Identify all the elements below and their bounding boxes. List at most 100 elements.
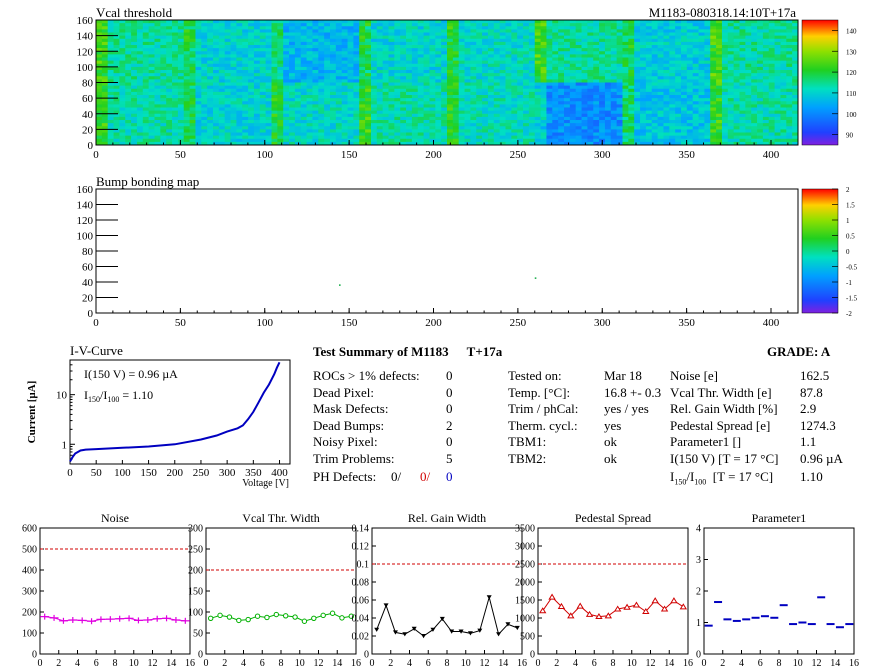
heatmap-cell [101,35,109,40]
heatmap-cell [242,88,249,93]
heatmap-cell [289,141,296,146]
heatmap-cell [324,51,331,55]
heatmap-cell [581,135,588,140]
heatmap-cell [324,63,331,68]
heatmap-cell [762,38,770,43]
heatmap-cell [429,95,436,99]
heatmap-cell [774,126,781,130]
heatmap-cell [757,73,764,77]
heatmap-cell [493,123,501,127]
heatmap-cell [101,60,109,65]
heatmap-cell [564,132,571,137]
heatmap-cell [587,26,594,30]
heatmap-cell [458,101,465,105]
heatmap-cell [692,98,699,102]
heatmap-cell [107,82,114,87]
heatmap-cell [166,54,173,58]
heatmap-cell [253,138,261,143]
heatmap-cell [388,70,395,74]
heatmap-cell [382,110,389,115]
heatmap-cell [341,129,348,133]
heatmap-cell [645,123,653,127]
heatmap-cell [136,54,144,58]
heatmap-cell [698,98,705,102]
heatmap-cell [581,45,588,49]
heatmap-cell [780,88,787,93]
heatmap-cell [762,110,770,115]
heatmap-cell [464,41,471,46]
heatmap-cell [458,135,465,140]
heatmap-cell [213,79,220,83]
heatmap-cell [382,123,389,127]
heatmap-cell [312,98,319,102]
heatmap-cell [388,51,395,55]
heatmap-cell [411,138,419,143]
heatmap-cell [347,60,354,65]
heatmap-cell [534,116,541,121]
heatmap-cell [224,135,231,140]
heatmap-cell [628,101,635,105]
heatmap-cell [330,35,337,40]
heatmap-cell [131,107,138,112]
heatmap-cell [113,54,120,58]
bump-bonding-map: Bump bonding map 0 50 100 150 200 250 300 350 40… [77,174,858,329]
heatmap-cell [768,76,775,80]
heatmap-cell [721,73,729,77]
heatmap-cell [792,45,799,49]
heatmap-cell [312,126,319,130]
heatmap-cell [218,48,226,52]
heatmap-cell [394,82,401,87]
heatmap-cell [762,29,770,33]
heatmap-cell [751,79,758,83]
heatmap-cell [435,123,442,127]
heatmap-cell [283,107,290,112]
heatmap-cell [482,45,489,49]
heatmap-cell [681,63,688,68]
heatmap-cell [610,104,618,108]
heatmap-cell [464,23,471,27]
heatmap-cell [727,132,735,137]
heatmap-cell [447,113,454,118]
heatmap-cell [335,73,343,77]
heatmap-cell [499,54,506,58]
heatmap-cell [762,91,770,96]
heatmap-cell [768,88,775,93]
heatmap-cell [113,73,120,77]
heatmap-cell [125,113,132,118]
heatmap-cell [201,107,208,112]
heatmap-cell [757,60,764,65]
heatmap-cell [224,54,231,58]
heatmap-cell [107,66,114,71]
heatmap-cell [447,29,454,33]
heatmap-cell [768,73,775,77]
heatmap-cell [224,38,231,43]
heatmap-cell [564,66,571,71]
heatmap-cell [195,113,202,118]
heatmap-cell [119,51,126,55]
heatmap-cell [575,57,582,62]
heatmap-cell [154,113,161,118]
heatmap-cell [277,26,284,30]
heatmap-cell [739,88,746,93]
heatmap-cell [370,110,378,115]
y-tick-label: 40 [82,277,94,289]
heatmap-cell [242,48,249,52]
heatmap-cell [739,123,746,127]
heatmap-cell [224,132,231,137]
heatmap-cell [242,76,249,80]
heatmap-cell [593,57,600,62]
heatmap-cell [546,45,553,49]
heatmap-cell [359,110,366,115]
heatmap-cell [745,76,752,80]
heatmap-cell [692,20,699,24]
heatmap-cell [786,101,793,105]
heatmap-cell [131,29,138,33]
heatmap-cell [218,120,226,124]
heatmap-cell [253,141,261,146]
heatmap-cell [564,73,571,77]
heatmap-cell [131,123,138,127]
heatmap-cell [131,113,138,118]
heatmap-cell [692,95,699,99]
heatmap-cell [283,70,290,74]
